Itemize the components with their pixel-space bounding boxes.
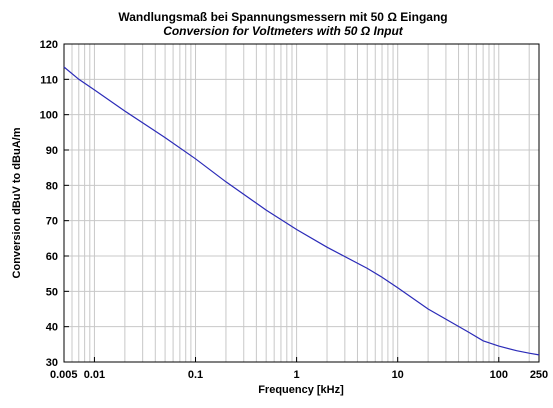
chart-subtitle: Conversion for Voltmeters with 50 Ω Inpu… [163, 24, 404, 38]
x-tick-label: 250 [530, 369, 548, 381]
x-tick-label: 0.01 [84, 369, 105, 381]
y-tick-label: 30 [46, 357, 58, 369]
y-tick-label: 60 [46, 251, 58, 263]
series-line [63, 66, 540, 356]
series-layer [63, 66, 540, 356]
y-axis-label: Conversion dBuV to dBuA/m [11, 127, 23, 278]
y-tick-label: 120 [40, 39, 58, 51]
y-tick-label: 40 [46, 322, 58, 334]
chart-title: Wandlungsmaß bei Spannungsmessern mit 50… [118, 10, 447, 24]
y-tick-label: 70 [46, 216, 58, 228]
x-tick-label: 0.005 [50, 369, 78, 381]
x-tick-label: 100 [490, 369, 508, 381]
x-tick-label: 1 [294, 369, 300, 381]
x-axis-label: Frequency [kHz] [258, 384, 344, 396]
x-tick-label: 10 [392, 369, 404, 381]
y-tick-label: 110 [40, 74, 58, 86]
grid [64, 44, 539, 362]
y-tick-label: 90 [46, 145, 58, 157]
y-tick-label: 100 [40, 110, 58, 122]
y-tick-label: 80 [46, 180, 58, 192]
y-tick-label: 50 [46, 286, 58, 298]
plot-area-frame [63, 43, 540, 363]
x-tick-label: 0.1 [188, 369, 203, 381]
